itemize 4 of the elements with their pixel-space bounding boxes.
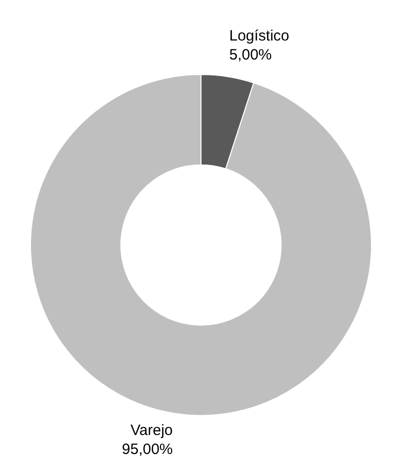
data-label: 95,00% xyxy=(122,440,173,458)
slice-label: Varejo xyxy=(130,422,173,439)
slice-label: Logístico xyxy=(229,27,290,44)
data-label: 5,00% xyxy=(229,46,272,64)
